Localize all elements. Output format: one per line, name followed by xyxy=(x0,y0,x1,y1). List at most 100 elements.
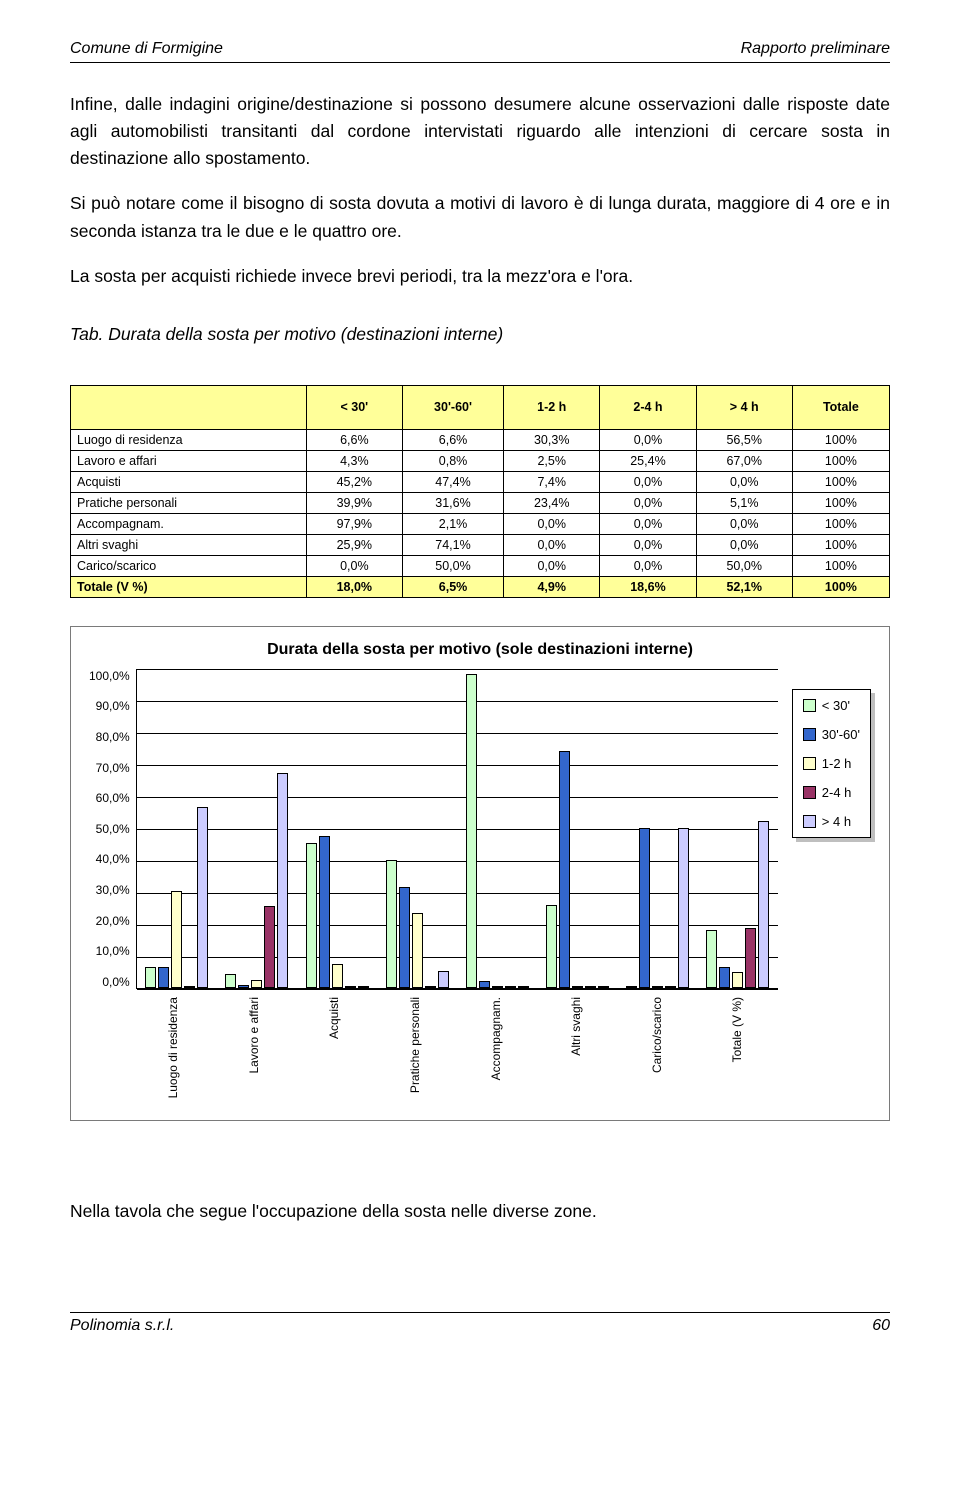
bar xyxy=(758,821,769,988)
table-cell: 100% xyxy=(792,429,889,450)
table-cell: 100% xyxy=(792,450,889,471)
bar xyxy=(466,674,477,987)
legend-swatch xyxy=(803,815,816,828)
table-cell: 0,0% xyxy=(696,513,792,534)
legend-item: 1-2 h xyxy=(803,756,860,771)
row-label: Accompagnam. xyxy=(71,513,307,534)
bar xyxy=(358,986,369,988)
bar-group xyxy=(537,669,617,988)
bar xyxy=(425,986,436,988)
bar xyxy=(719,967,730,988)
y-tick-label: 20,0% xyxy=(96,914,130,928)
table-cell: 50,0% xyxy=(402,555,503,576)
table-cell: 2,1% xyxy=(402,513,503,534)
table-cell: 0,0% xyxy=(504,534,600,555)
table-cell: 52,1% xyxy=(696,576,792,597)
table-row: Carico/scarico0,0%50,0%0,0%0,0%50,0%100% xyxy=(71,555,890,576)
table-cell: 7,4% xyxy=(504,471,600,492)
legend-swatch xyxy=(803,699,816,712)
header-right: Rapporto preliminare xyxy=(741,40,890,58)
table-cell: 0,0% xyxy=(504,513,600,534)
y-tick-label: 80,0% xyxy=(96,730,130,744)
footer-page-number: 60 xyxy=(872,1317,890,1335)
row-label: Lavoro e affari xyxy=(71,450,307,471)
bar xyxy=(145,967,156,988)
table-cell: 0,0% xyxy=(504,555,600,576)
row-label: Carico/scarico xyxy=(71,555,307,576)
table-row: Accompagnam.97,9%2,1%0,0%0,0%0,0%100% xyxy=(71,513,890,534)
bar xyxy=(332,964,343,988)
table-cell: 23,4% xyxy=(504,492,600,513)
row-label: Pratiche personali xyxy=(71,492,307,513)
bar xyxy=(345,986,356,988)
legend-item: > 4 h xyxy=(803,814,860,829)
table-row: Acquisti45,2%47,4%7,4%0,0%0,0%100% xyxy=(71,471,890,492)
table-cell: 0,0% xyxy=(696,534,792,555)
bar xyxy=(585,986,596,988)
bar xyxy=(412,913,423,988)
chart-legend: < 30'30'-60'1-2 h2-4 h> 4 h xyxy=(792,689,871,838)
table-cell: 50,0% xyxy=(696,555,792,576)
duration-table: < 30' 30'-60' 1-2 h 2-4 h > 4 h Totale L… xyxy=(70,385,890,598)
y-tick-label: 30,0% xyxy=(96,883,130,897)
bar xyxy=(438,971,449,987)
table-cell: 4,3% xyxy=(306,450,402,471)
footer-rule xyxy=(70,1312,890,1313)
table-cell: 47,4% xyxy=(402,471,503,492)
legend-label: < 30' xyxy=(822,698,850,713)
table-cell: 25,4% xyxy=(600,450,696,471)
bar-group xyxy=(618,669,698,988)
table-cell: 2,5% xyxy=(504,450,600,471)
table-cell: 74,1% xyxy=(402,534,503,555)
bar-group xyxy=(457,669,537,988)
table-header-row: < 30' 30'-60' 1-2 h 2-4 h > 4 h Totale xyxy=(71,385,890,429)
bar xyxy=(706,930,717,988)
table-cell: 4,9% xyxy=(504,576,600,597)
x-tick-label: Pratiche personali xyxy=(375,989,456,1098)
table-cell: 67,0% xyxy=(696,450,792,471)
table-cell: 18,0% xyxy=(306,576,402,597)
bar xyxy=(386,860,397,988)
table-cell: 39,9% xyxy=(306,492,402,513)
table-cell: 6,6% xyxy=(402,429,503,450)
footer-left: Polinomia s.r.l. xyxy=(70,1317,174,1335)
y-tick-label: 10,0% xyxy=(96,944,130,958)
table-corner xyxy=(71,385,307,429)
bar xyxy=(197,807,208,988)
x-tick-label: Altri svaghi xyxy=(536,989,617,1098)
table-cell: 6,6% xyxy=(306,429,402,450)
chart-y-axis: 100,0%90,0%80,0%70,0%60,0%50,0%40,0%30,0… xyxy=(89,669,136,989)
legend-swatch xyxy=(803,786,816,799)
col-1: 30'-60' xyxy=(402,385,503,429)
table-cell: 0,0% xyxy=(600,429,696,450)
chart-x-axis: Luogo di residenzaLavoro e affariAcquist… xyxy=(89,989,778,1098)
bar xyxy=(319,836,330,988)
legend-swatch xyxy=(803,728,816,741)
table-cell: 25,9% xyxy=(306,534,402,555)
table-cell: 0,0% xyxy=(696,471,792,492)
bar xyxy=(546,905,557,988)
table-cell: 5,1% xyxy=(696,492,792,513)
table-cell: 31,6% xyxy=(402,492,503,513)
col-4: > 4 h xyxy=(696,385,792,429)
table-cell: 100% xyxy=(792,513,889,534)
y-tick-label: 0,0% xyxy=(102,975,129,989)
table-row: Pratiche personali39,9%31,6%23,4%0,0%5,1… xyxy=(71,492,890,513)
bar xyxy=(277,773,288,987)
legend-label: 1-2 h xyxy=(822,756,852,771)
closing-paragraph: Nella tavola che segue l'occupazione del… xyxy=(70,1201,890,1222)
paragraph-3: La sosta per acquisti richiede invece br… xyxy=(70,263,890,290)
col-5: Totale xyxy=(792,385,889,429)
y-tick-label: 100,0% xyxy=(89,669,130,683)
chart-plot-area xyxy=(136,669,778,989)
table-cell: 45,2% xyxy=(306,471,402,492)
chart-title: Durata della sosta per motivo (sole dest… xyxy=(89,641,871,659)
bar xyxy=(518,986,529,988)
bar xyxy=(251,980,262,988)
bar xyxy=(238,985,249,988)
y-tick-label: 70,0% xyxy=(96,761,130,775)
bar xyxy=(626,986,637,988)
table-cell: 30,3% xyxy=(504,429,600,450)
legend-item: < 30' xyxy=(803,698,860,713)
bar xyxy=(225,974,236,988)
